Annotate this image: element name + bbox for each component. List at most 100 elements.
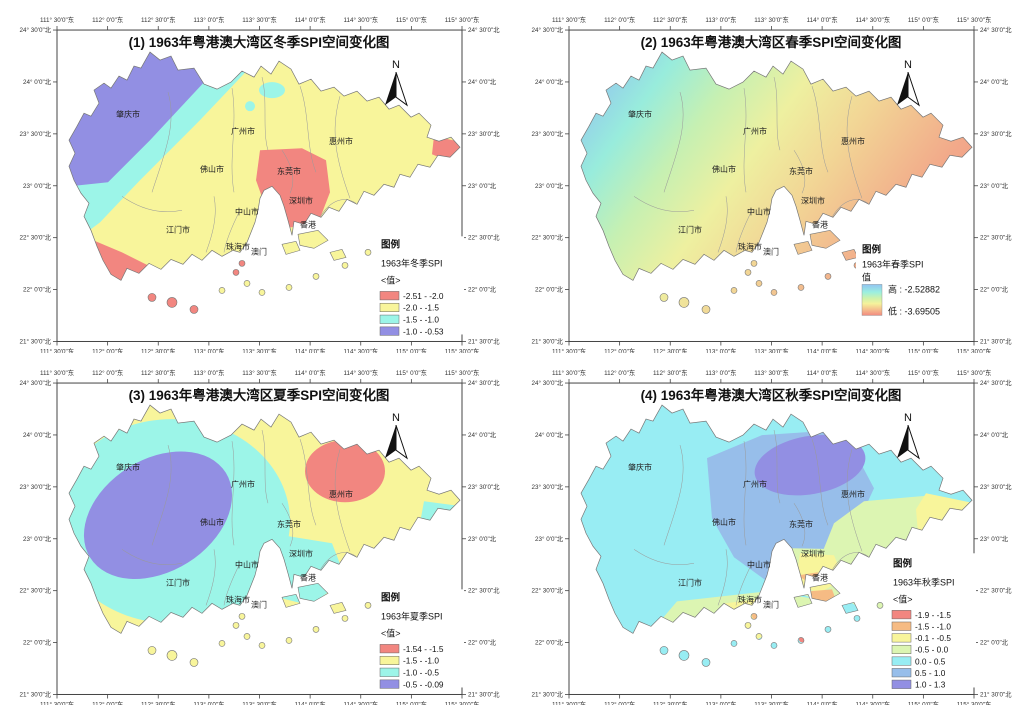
city-label: 惠州市 [329,136,353,146]
admin-boundaries [633,429,869,605]
x-tick-label: 112° 30'0"东 [141,346,176,352]
spi-zone [238,259,246,268]
y-tick-label: 22° 0'0"北 [23,638,52,646]
x-tick-label: 111° 30'0"东 [552,346,586,352]
y-tick-label: 21° 30'0"北 [980,690,1012,698]
north-arrow-label: N [392,59,400,71]
island-outline [809,230,841,249]
city-label: 惠州市 [329,489,353,499]
x-tick-label: 112° 30'0"东 [653,699,688,705]
legend-value-label: <值> [381,627,401,638]
region-boundary [68,404,461,634]
island-outline [876,601,884,609]
legend-value-label: <值> [381,274,401,285]
y-tick-label: 23° 0'0"北 [23,182,52,190]
island-outline [189,305,199,314]
y-tick-label: 24° 0'0"北 [468,78,497,86]
y-tick-label: 23° 0'0"北 [535,182,564,190]
city-label: 香港 [300,219,316,229]
city-label: 江门市 [678,577,702,587]
island-outline [238,612,246,620]
y-tick-label: 24° 30'0"北 [980,379,1012,387]
x-tick-label: 111° 30'0"东 [40,15,74,24]
y-tick-label: 22° 0'0"北 [535,638,564,646]
island-outline [701,657,711,667]
x-tick-label: 114° 0'0"东 [807,15,838,24]
north-arrow-label: N [904,59,912,71]
x-tick-label: 112° 0'0"东 [604,15,635,24]
legend-class-label: -2.0 - -1.5 [403,303,439,313]
x-tick-label: 114° 30'0"东 [855,699,890,705]
spi-zone [189,304,199,314]
y-tick-label: 24° 0'0"北 [980,78,1009,86]
city-label: 东莞市 [789,166,813,176]
legend-header: 图例 [381,591,400,603]
legend-class-label: -1.54 - -1.5 [403,643,444,653]
x-tick-label: 113° 30'0"东 [754,15,789,24]
island-outline [659,645,669,655]
y-tick-label: 22° 30'0"北 [980,234,1012,242]
north-arrow-icon: N [897,59,920,107]
legend-class-label: -1.5 - -1.0 [403,315,439,325]
north-arrow-icon: N [897,412,920,459]
legend-class-label: -1.5 - -1.0 [403,655,439,665]
x-tick-label: 113° 0'0"东 [193,15,224,24]
city-label: 香港 [812,219,828,229]
legend: 图例 1963年冬季SPI <值>-2.51 - -2.0 -2.0 - -1.5 -1… [374,236,464,336]
x-tick-label: 114° 30'0"东 [343,699,378,705]
y-tick-label: 23° 0'0"北 [468,182,497,190]
x-tick-label: 114° 0'0"东 [295,15,326,24]
legend-swatch [379,291,400,301]
y-tick-label: 21° 30'0"北 [20,690,52,698]
y-tick-label: 24° 30'0"北 [20,379,52,387]
x-tick-label: 113° 0'0"东 [705,699,736,705]
city-label: 香港 [812,572,828,582]
city-label: 中山市 [747,206,771,216]
y-tick-label: 23° 0'0"北 [535,534,564,542]
legend-swatch [891,679,912,689]
x-tick-label: 114° 30'0"东 [343,15,378,24]
y-tick-label: 22° 30'0"北 [532,234,564,242]
city-label: 惠州市 [841,489,865,499]
x-tick-label: 114° 0'0"东 [807,368,838,377]
city-label: 香港 [300,572,316,582]
island-outline [341,262,349,269]
city-label: 肇庆市 [116,462,140,472]
legend-gradient-bar [861,284,883,316]
city-label: 东莞市 [277,519,301,529]
island-outline [232,621,240,629]
y-tick-label: 21° 30'0"北 [468,690,500,698]
y-tick-label: 22° 30'0"北 [980,586,1012,594]
island-outline [341,614,349,622]
panel-summer-spi-map: 111° 30'0"东 111° 30'0"东 112° 0'0"东 112° 0'0… [0,353,512,705]
x-tick-label: 113° 0'0"东 [193,699,224,705]
spi-zone [765,635,771,642]
y-tick-label: 22° 30'0"北 [468,234,500,242]
x-tick-label: 112° 30'0"东 [141,15,176,24]
island-outline [281,240,301,255]
x-tick-label: 114° 30'0"东 [343,346,378,352]
y-tick-label: 24° 0'0"北 [980,430,1009,438]
y-tick-label: 23° 0'0"北 [980,182,1009,190]
x-tick-label: 115° 0'0"东 [396,346,427,352]
city-label: 深圳市 [801,195,825,205]
y-tick-label: 24° 30'0"北 [468,379,500,387]
legend-class-label: -1.5 - -1.0 [915,621,951,631]
x-tick-label: 115° 0'0"东 [908,368,939,377]
x-tick-label: 111° 30'0"东 [40,699,74,705]
y-tick-label: 24° 0'0"北 [535,430,564,438]
map-svg: 111° 30'0"东 111° 30'0"东 112° 0'0"东 112° 0'0… [532,15,1013,352]
x-tick-label: 113° 30'0"东 [754,346,789,352]
city-label: 珠海市 [738,594,762,604]
legend-class-label: -0.5 - 0.0 [915,644,949,654]
x-tick-label: 112° 0'0"东 [604,699,635,705]
x-tick-label: 113° 0'0"东 [705,368,736,377]
legend-class-label: -2.51 - -2.0 [403,291,444,301]
x-tick-label: 114° 0'0"东 [807,699,838,705]
y-tick-label: 21° 30'0"北 [20,337,52,345]
island-outline [755,632,763,640]
legend-class-label: -1.9 - -1.5 [915,609,951,619]
city-label: 深圳市 [289,195,313,205]
x-tick-label: 115° 30'0"东 [957,15,992,24]
y-tick-label: 21° 30'0"北 [532,690,564,698]
